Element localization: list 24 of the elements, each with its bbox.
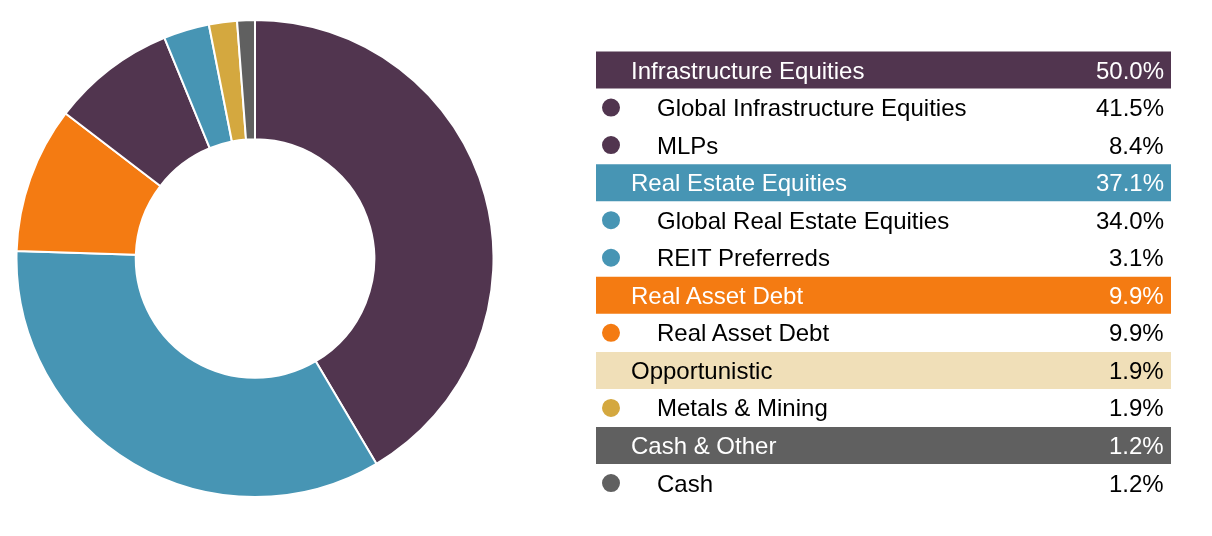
data-label: 41.5% xyxy=(1096,94,1165,121)
legend-label: Metals & Mining xyxy=(657,394,828,421)
legend-label: MLPs xyxy=(657,132,719,159)
data-label: 3.1% xyxy=(1109,244,1164,271)
text: 1.2% xyxy=(1109,432,1164,459)
data-label: 8.4% xyxy=(1109,132,1164,159)
text: Real Estate Equities xyxy=(631,169,848,196)
text: Cash & Other xyxy=(631,432,777,459)
legend-label: Global Real Estate Equities xyxy=(657,207,950,234)
legend-label: Real Asset Debt xyxy=(657,319,830,346)
text: 37.1% xyxy=(1096,169,1165,196)
data-label: 9.9% xyxy=(1109,319,1164,346)
text: 1.9% xyxy=(1109,357,1164,384)
text: Opportunistic xyxy=(631,357,773,384)
text: Real Asset Debt xyxy=(631,282,804,309)
text: 9.9% xyxy=(1109,282,1164,309)
legend-label: REIT Preferreds xyxy=(657,244,830,271)
legend-label: Global Infrastructure Equities xyxy=(657,94,967,121)
text: Infrastructure Equities xyxy=(631,57,865,84)
data-label: 34.0% xyxy=(1096,207,1165,234)
data-label: 1.2% xyxy=(1109,470,1164,497)
data-label: 1.9% xyxy=(1109,394,1164,421)
text: 50.0% xyxy=(1096,57,1165,84)
legend-label: Cash xyxy=(657,470,714,497)
